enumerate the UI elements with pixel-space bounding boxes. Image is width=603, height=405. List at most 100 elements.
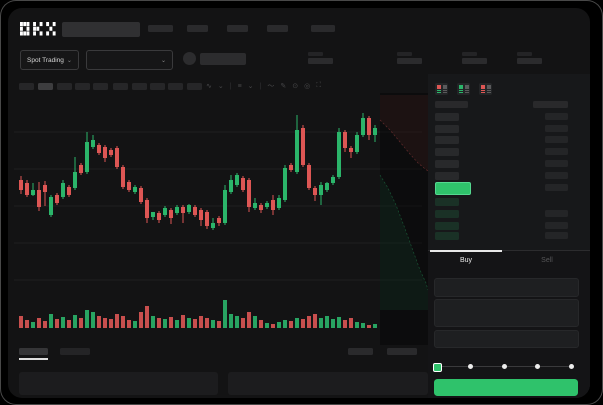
search-input[interactable] — [62, 22, 140, 37]
bottom-tab-history[interactable] — [60, 348, 90, 355]
price-chart[interactable] — [8, 8, 590, 398]
orderbook-ask-row[interactable] — [435, 148, 459, 157]
indicator-icon[interactable]: ∿ — [206, 83, 212, 90]
alert-icon[interactable]: ◎ — [304, 83, 311, 90]
timeframe-button[interactable] — [38, 83, 53, 90]
chevron-down-icon[interactable]: ⌄ — [247, 83, 254, 90]
chart-grid — [14, 93, 428, 345]
orderbook-ask-row[interactable] — [435, 124, 459, 133]
toggle-bar — [443, 85, 447, 87]
line-tool-icon[interactable]: 〜 — [267, 83, 275, 90]
chart-style-icon[interactable]: ≡ — [237, 82, 242, 90]
app-window: Spot Trading ⌄ ⌄ ∿ ⌄ | ≡ ⌄ | 〜 ✎ ⊙ ◎ ⛶ Buy Sell — [8, 8, 590, 398]
stat-value-placeholder — [517, 58, 542, 64]
fullscreen-icon[interactable]: ⛶ — [316, 82, 322, 89]
stat-value-placeholder — [308, 58, 333, 64]
orderbook-bid-row[interactable] — [435, 232, 459, 240]
orderbook-bid-row[interactable] — [435, 210, 459, 218]
bottom-tab-orders[interactable] — [19, 348, 48, 355]
stat-label-placeholder — [397, 52, 412, 56]
pair-name-placeholder — [200, 53, 246, 65]
toggle-bar — [481, 85, 485, 87]
book-asks-icon[interactable] — [479, 83, 492, 95]
stat-label-placeholder — [462, 52, 477, 56]
slider-step-dot[interactable] — [468, 364, 473, 369]
bottom-action-button[interactable] — [387, 348, 417, 355]
timeframe-button[interactable] — [187, 83, 202, 90]
orderbook-bid-row[interactable] — [435, 198, 459, 206]
orderbook-ask-row[interactable] — [435, 113, 459, 121]
price-input[interactable] — [434, 278, 579, 297]
tab-buy[interactable]: Buy — [459, 256, 473, 264]
toggle-bar — [465, 91, 469, 94]
toggle-bar — [487, 89, 491, 92]
stat-label-placeholder — [517, 52, 532, 56]
toggle-bar — [459, 85, 463, 87]
amount-input[interactable] — [434, 299, 579, 327]
timeframe-button[interactable] — [57, 83, 72, 90]
orderbook-ask-amount — [545, 159, 568, 167]
divider: | — [259, 82, 262, 90]
orderbook-bid-row[interactable] — [435, 222, 459, 230]
orderbook-ask-row[interactable] — [435, 171, 459, 180]
bottom-panel-left — [19, 372, 218, 395]
nav-item[interactable] — [227, 25, 248, 32]
toggle-bar — [437, 85, 441, 87]
nav-item[interactable] — [148, 25, 173, 32]
market-type-label: Spot Trading — [27, 56, 64, 64]
pair-selector[interactable]: ⌄ — [86, 50, 173, 70]
timeframe-button[interactable] — [93, 83, 108, 90]
total-input[interactable] — [434, 330, 579, 348]
toggle-bar — [481, 89, 485, 92]
tab-sell[interactable]: Sell — [541, 256, 553, 264]
draw-tool-icon[interactable]: ✎ — [280, 83, 287, 90]
toggle-bar — [437, 91, 441, 94]
chevron-down-icon: ⌄ — [66, 57, 72, 64]
depth-overlay — [379, 95, 429, 310]
timeframe-button[interactable] — [19, 83, 34, 90]
orderbook-ask-amount — [545, 124, 568, 132]
timeframe-button[interactable] — [75, 83, 90, 90]
orderbook-ask-row[interactable] — [435, 159, 459, 168]
toggle-bar — [487, 91, 491, 94]
orderbook-amount — [545, 183, 568, 191]
nav-item[interactable] — [311, 25, 335, 32]
timeframe-button[interactable] — [113, 83, 128, 90]
market-type-selector[interactable]: Spot Trading ⌄ — [20, 50, 79, 70]
orderbook-ask-amount — [545, 136, 568, 144]
timeframe-button[interactable] — [132, 83, 147, 90]
trade-tabbar: Buy Sell — [428, 250, 590, 268]
buy-submit-button[interactable] — [434, 379, 578, 396]
nav-item[interactable] — [187, 25, 208, 32]
book-combined-icon[interactable] — [435, 83, 448, 95]
toggle-bar — [459, 87, 463, 89]
chevron-down-icon: ⌄ — [160, 57, 166, 64]
okx-logo — [20, 22, 56, 36]
toggle-bar — [487, 87, 491, 89]
slider-step-dot[interactable] — [568, 364, 574, 369]
slider-handle[interactable] — [433, 362, 442, 372]
active-tab-underline — [430, 250, 502, 252]
bottom-action-button[interactable] — [348, 348, 373, 355]
chart-tools: ∿ ⌄ | ≡ ⌄ | 〜 ✎ ⊙ ◎ ⛶ — [206, 80, 321, 92]
screenshot-icon[interactable]: ⊙ — [292, 83, 299, 90]
last-price-bar[interactable] — [435, 182, 471, 195]
toggle-bar — [437, 89, 441, 92]
book-bids-icon[interactable] — [457, 83, 470, 95]
orderbook-bid-amount — [545, 222, 568, 229]
toggle-bar — [443, 89, 447, 92]
orderbook-ask-amount — [545, 113, 568, 120]
orderbook-ask-row[interactable] — [435, 136, 459, 145]
stat-label-placeholder — [308, 52, 323, 56]
toggle-bar — [465, 89, 469, 92]
chevron-down-icon[interactable]: ⌄ — [217, 83, 224, 90]
orderbook-bid-amount — [545, 232, 568, 239]
slider-step-dot[interactable] — [501, 364, 507, 369]
toggle-bar — [481, 91, 485, 94]
timeframe-button[interactable] — [168, 83, 183, 90]
volume-series — [19, 300, 377, 328]
slider-step-dot[interactable] — [535, 364, 540, 369]
timeframe-button[interactable] — [150, 83, 165, 90]
nav-item[interactable] — [267, 25, 288, 32]
orderbook-header-amount — [533, 101, 568, 108]
